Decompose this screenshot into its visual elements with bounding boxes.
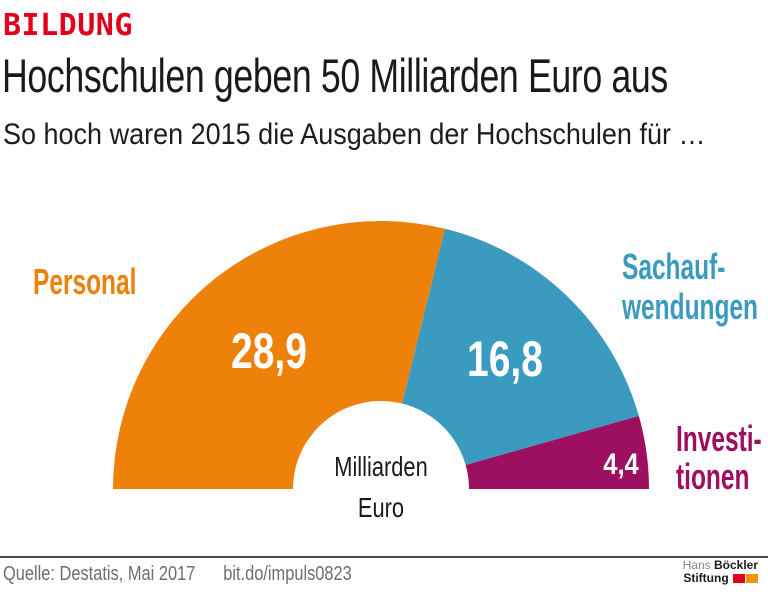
segment-label-line: Investi- [676, 418, 762, 459]
chart-segment-personal [113, 220, 446, 489]
segment-value-sachaufwendungen: 16,8 [467, 331, 543, 387]
segment-label-personal: Personal [33, 261, 137, 302]
logo-text-boeckler: Böckler [713, 558, 758, 572]
unit-label-line: Milliarden [334, 451, 428, 482]
chart-center-unit-label: Milliarden Euro [303, 446, 459, 528]
segment-label-sachaufwendungen: Sachauf- wendungen [622, 247, 758, 327]
segment-value-personal: 28,9 [231, 323, 307, 379]
logo-text-hans: Hans [682, 558, 711, 572]
logo-text-stiftung: Stiftung [683, 571, 729, 585]
kicker-label: BILDUNG [3, 8, 133, 43]
chart-segment-investitionen [465, 415, 649, 489]
logo-line2: Stiftung [683, 572, 758, 585]
segment-label-investitionen: Investi- tionen [676, 420, 762, 496]
shortlink-text: bit.do/impuls0823 [223, 563, 352, 585]
segment-value-investitionen: 4,4 [603, 448, 639, 481]
source-text: Quelle: Destatis, Mai 2017 [3, 563, 196, 585]
logo-orange-square-icon [746, 574, 758, 583]
footer-divider [0, 556, 768, 558]
page-subtitle: So hoch waren 2015 die Ausgaben der Hoch… [3, 118, 706, 151]
source-row: Quelle: Destatis, Mai 2017 bit.do/impuls0… [3, 562, 352, 586]
logo-line1: Hans Böckler [683, 559, 758, 572]
unit-label-line: Euro [357, 492, 405, 523]
chart-segment-sachaufwendungen [402, 228, 639, 466]
logo-red-square-icon [733, 574, 745, 583]
segment-label-line: wendungen [622, 286, 758, 327]
hans-boeckler-stiftung-logo: Hans Böckler Stiftung [683, 559, 758, 585]
page-title: Hochschulen geben 50 Milliarden Euro aus [2, 49, 668, 102]
segment-label-line: tionen [676, 456, 750, 497]
segment-label-line: Sachauf- [622, 246, 726, 287]
